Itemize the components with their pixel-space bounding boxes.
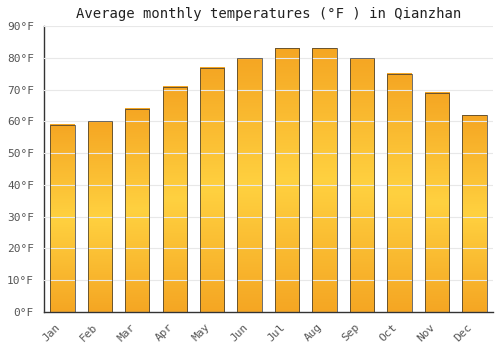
Bar — [312, 49, 336, 312]
Bar — [200, 68, 224, 312]
Bar — [275, 49, 299, 312]
Title: Average monthly temperatures (°F ) in Qianzhan: Average monthly temperatures (°F ) in Qi… — [76, 7, 461, 21]
Bar — [50, 125, 74, 312]
Bar — [125, 109, 150, 312]
Bar — [350, 58, 374, 312]
Bar — [88, 121, 112, 312]
Bar — [462, 115, 486, 312]
Bar — [238, 58, 262, 312]
Bar — [424, 93, 449, 312]
Bar — [388, 74, 411, 312]
Bar — [162, 86, 187, 312]
